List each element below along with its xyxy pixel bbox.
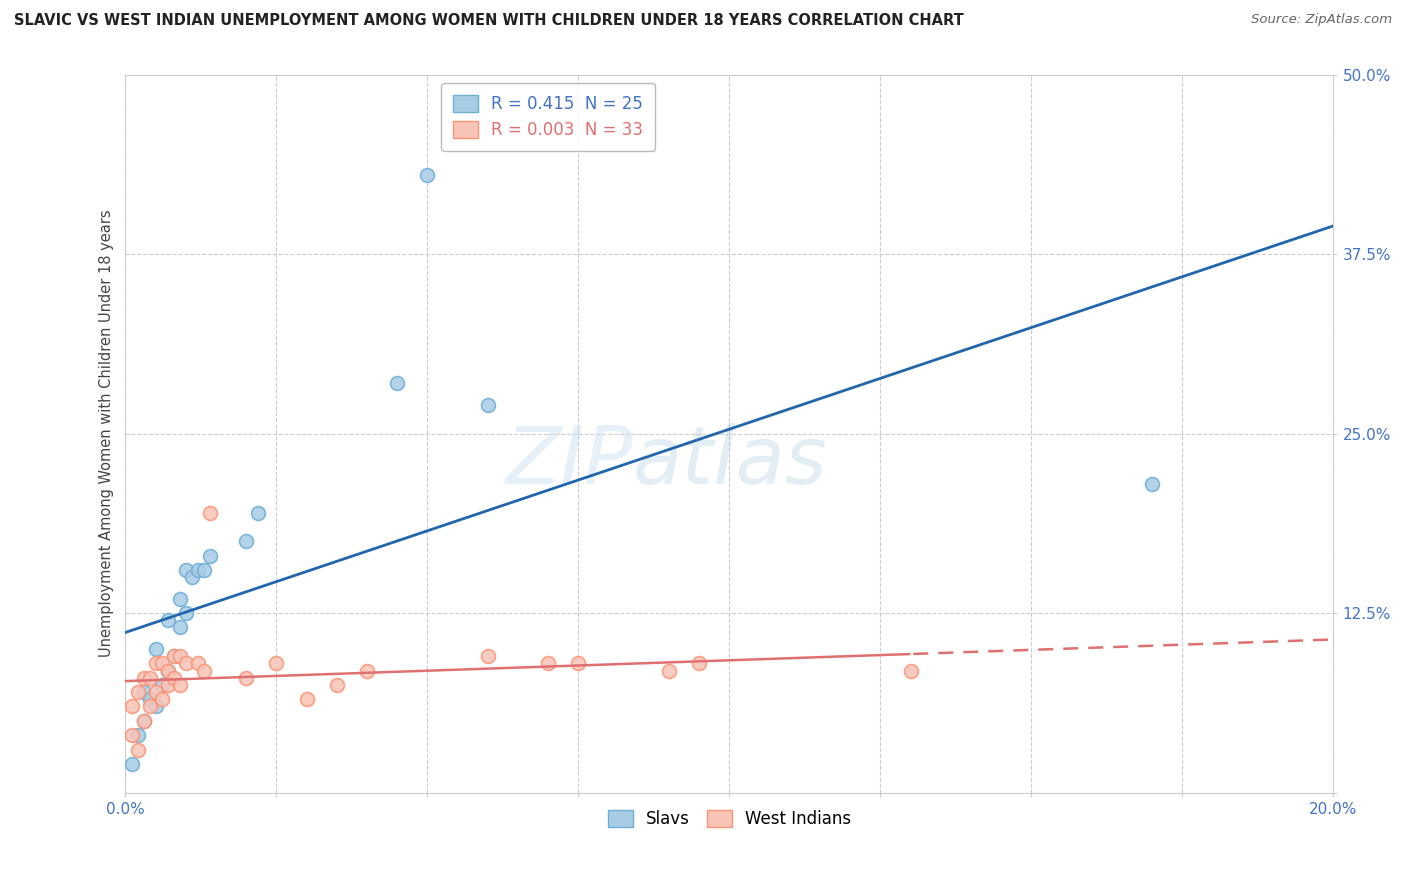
Point (150, 692, 173, 706)
Point (138, 671, 160, 685)
Point (688, 657, 710, 671)
Legend: Slavs, West Indians: Slavs, West Indians (602, 803, 858, 835)
Point (266, 657, 288, 671)
Point (1142, 476, 1164, 491)
Point (163, 649, 186, 664)
Point (198, 506, 221, 520)
Point (145, 699, 167, 714)
Point (138, 692, 160, 706)
Point (132, 714, 155, 728)
Point (356, 664, 378, 678)
Text: ZIP: ZIP (505, 424, 633, 501)
Point (169, 620, 191, 634)
Point (138, 699, 160, 714)
Point (121, 728, 143, 742)
Text: Source: ZipAtlas.com: Source: ZipAtlas.com (1251, 13, 1392, 27)
Point (295, 692, 318, 706)
Point (387, 376, 409, 391)
Point (537, 657, 560, 671)
Point (235, 534, 257, 549)
Text: atlas: atlas (633, 424, 828, 501)
Point (477, 398, 499, 412)
Point (127, 728, 149, 742)
Point (247, 506, 270, 520)
Point (156, 664, 179, 678)
Point (180, 570, 202, 584)
Point (127, 742, 149, 756)
Point (150, 678, 173, 692)
Point (235, 671, 257, 685)
Point (145, 642, 167, 657)
Point (187, 657, 209, 671)
Point (169, 649, 191, 664)
Text: SLAVIC VS WEST INDIAN UNEMPLOYMENT AMONG WOMEN WITH CHILDREN UNDER 18 YEARS CORR: SLAVIC VS WEST INDIAN UNEMPLOYMENT AMONG… (14, 13, 963, 29)
Point (198, 549, 221, 563)
Point (900, 664, 922, 678)
Point (163, 671, 186, 685)
Point (132, 685, 155, 699)
Point (326, 678, 349, 692)
Point (145, 657, 167, 671)
Point (416, 168, 439, 182)
Point (169, 591, 191, 606)
Point (156, 678, 179, 692)
Point (174, 657, 197, 671)
Y-axis label: Unemployment Among Women with Children Under 18 years: Unemployment Among Women with Children U… (100, 210, 114, 657)
Point (132, 714, 155, 728)
Point (163, 649, 186, 664)
Point (156, 664, 179, 678)
Point (193, 664, 215, 678)
Point (193, 563, 215, 577)
Point (132, 671, 155, 685)
Point (169, 678, 191, 692)
Point (567, 657, 589, 671)
Point (121, 699, 143, 714)
Point (174, 606, 197, 620)
Point (658, 664, 681, 678)
Point (174, 563, 197, 577)
Point (121, 756, 143, 771)
Point (156, 613, 179, 627)
Point (477, 649, 499, 664)
Point (145, 685, 167, 699)
Point (127, 685, 149, 699)
Point (187, 563, 209, 577)
Point (150, 657, 173, 671)
